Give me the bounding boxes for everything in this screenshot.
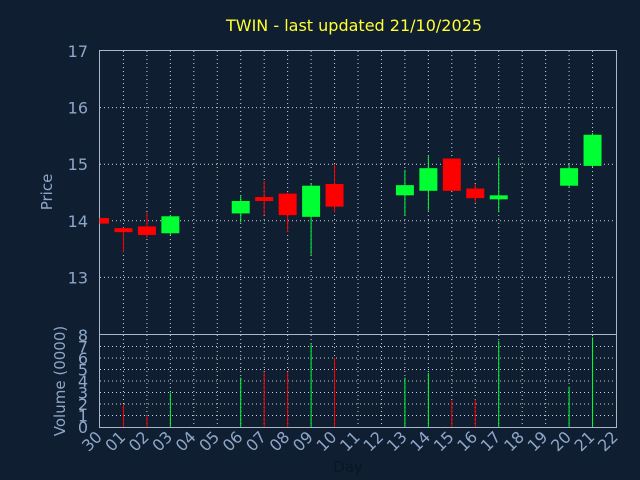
price-tick-label: 14: [68, 212, 88, 231]
x-tick-label: 22: [594, 427, 622, 455]
price-panel: 13 14 15 16 17 Price: [38, 42, 617, 335]
volume-tick-label: 3: [78, 384, 88, 403]
volume-tick-label: 0: [78, 418, 88, 437]
candle: [137, 212, 156, 238]
volume-tick-label: 4: [78, 372, 88, 391]
volume-tick-label: 7: [78, 338, 88, 357]
chart-title: TWIN - last updated 21/10/2025: [225, 16, 482, 35]
candle-body: [325, 184, 344, 207]
candle: [395, 169, 414, 216]
candle: [114, 227, 133, 252]
candle-body: [100, 217, 109, 224]
x-axis-label: Day: [333, 458, 363, 476]
candle: [99, 217, 109, 224]
candle-body: [466, 188, 485, 199]
candle: [560, 164, 579, 187]
volume-plot-frame: [99, 334, 617, 428]
candle-body: [137, 226, 156, 235]
candle: [278, 192, 297, 233]
candle-body: [114, 228, 133, 233]
volume-axis-label: Volume (0000): [51, 326, 69, 436]
candle-body: [442, 158, 461, 191]
volume-tick-label: 2: [78, 395, 88, 414]
volume-tick-label: 6: [78, 349, 88, 368]
price-tick-label: 17: [68, 42, 88, 61]
candle: [255, 181, 274, 216]
price-axis-label: Price: [38, 174, 56, 211]
candle-body: [560, 168, 579, 186]
candle: [442, 158, 461, 191]
candle: [231, 195, 250, 223]
candle-body: [231, 200, 250, 214]
candle: [583, 133, 602, 168]
candle: [466, 184, 485, 203]
volume-tick-label: 1: [78, 407, 88, 426]
candle-body: [489, 195, 508, 200]
candle-body: [583, 134, 602, 166]
candle: [419, 155, 438, 211]
candle: [161, 215, 180, 235]
price-tick-label: 13: [68, 268, 88, 287]
candle-body: [161, 216, 180, 234]
volume-tick-label: 5: [78, 361, 88, 380]
candle: [302, 184, 321, 255]
price-tick-label: 15: [68, 155, 88, 174]
candle-body: [419, 168, 438, 191]
candle-body: [395, 185, 414, 196]
candle: [489, 157, 508, 213]
volume-tick-label: 8: [78, 326, 88, 345]
candle-body: [302, 185, 321, 217]
candle: [325, 164, 344, 213]
price-tick-label: 16: [68, 99, 88, 118]
candle-body: [255, 197, 274, 202]
candle-body: [278, 193, 297, 216]
